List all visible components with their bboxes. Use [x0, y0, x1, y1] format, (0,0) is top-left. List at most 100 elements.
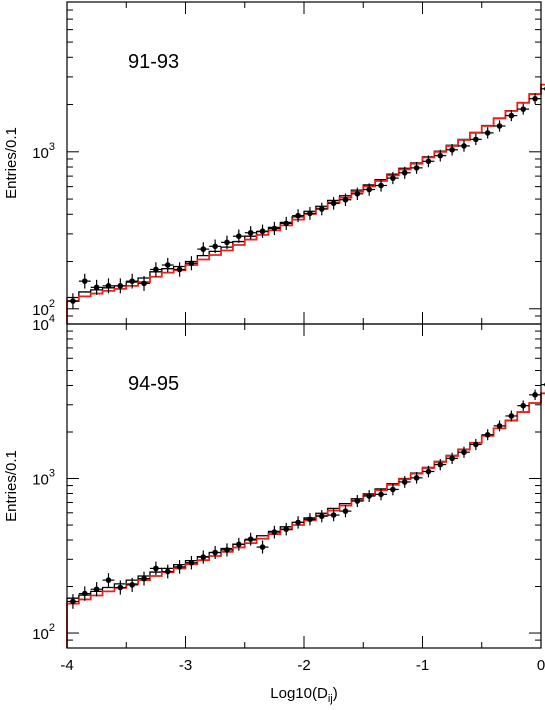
data-point	[505, 110, 518, 122]
data-point	[126, 577, 139, 592]
x-axis-label-main: Log10(D	[270, 685, 328, 702]
data-point	[161, 257, 174, 273]
data-point	[244, 226, 257, 240]
data-point	[292, 209, 304, 223]
x-tick-labels: -4 -3 -2 -1 0	[60, 657, 545, 674]
data-point	[398, 166, 411, 179]
x-axis-label: Log10(Dij)	[270, 685, 337, 705]
data-point	[339, 505, 352, 518]
data-point	[173, 560, 186, 574]
x-tick-label: 0	[537, 657, 545, 674]
data-point	[398, 476, 411, 488]
data-point	[493, 120, 506, 132]
y-tick-label: 102	[32, 622, 55, 643]
data-point	[280, 522, 293, 536]
data-point	[185, 556, 198, 570]
data-point	[469, 133, 482, 146]
x-tick-label: -2	[297, 657, 310, 674]
data-point	[232, 229, 245, 243]
data-point	[126, 273, 139, 289]
data-point	[102, 278, 115, 294]
y-axis-label-top: Entries/0.1	[3, 127, 20, 199]
data-point	[149, 262, 162, 277]
data-point	[410, 472, 423, 484]
data-point	[517, 103, 530, 115]
panel-bottom: 94-95 Entries/0.1 102 103 104 -4 -3 -2 -1 0	[3, 313, 545, 674]
data-point	[102, 573, 115, 588]
data-point	[315, 510, 328, 523]
x-axis-label-subscript: ij	[328, 693, 333, 705]
data-point	[304, 513, 316, 526]
data-point	[434, 149, 447, 162]
x-tick-label: -4	[60, 657, 73, 674]
data-point	[505, 410, 518, 422]
data-point	[434, 458, 447, 471]
data-point	[78, 586, 91, 601]
data-point	[458, 140, 470, 152]
data-point	[327, 196, 340, 210]
data-point	[138, 571, 150, 586]
ticks-bottom	[66, 323, 542, 649]
data-point	[221, 235, 233, 250]
data-point	[232, 537, 245, 551]
data-point	[197, 550, 210, 564]
data-point	[149, 561, 162, 576]
data-point	[161, 564, 174, 579]
data-point	[458, 446, 470, 458]
y-axis-label-bottom: Entries/0.1	[3, 450, 20, 522]
data-point	[493, 420, 506, 432]
data-point	[529, 93, 541, 105]
y-tick-label: 103	[32, 468, 55, 489]
data-point	[67, 293, 79, 309]
data-point	[209, 545, 222, 560]
data-point	[197, 242, 210, 256]
data-point	[138, 276, 150, 291]
data-point	[351, 495, 364, 508]
data-point	[209, 239, 222, 254]
data-point	[363, 183, 376, 196]
data-point	[173, 262, 186, 277]
y-tick-label: 104	[32, 313, 55, 334]
data-point	[221, 543, 233, 557]
data-point	[446, 143, 459, 156]
data-point	[90, 279, 103, 295]
data-point	[410, 161, 423, 174]
panel-label-top: 91-93	[128, 51, 179, 73]
ticks-top	[66, 1, 542, 325]
data-point	[244, 532, 257, 546]
data-point	[351, 187, 364, 201]
data-point	[481, 429, 494, 441]
data-point	[90, 582, 103, 597]
data-point	[185, 256, 198, 271]
data-point	[375, 179, 387, 192]
data-point	[481, 127, 494, 139]
data-point	[469, 438, 482, 451]
y-tick-labels-top: 102 103	[32, 141, 55, 319]
y-tick-label: 103	[32, 141, 55, 162]
y-tick-label: 102	[32, 298, 55, 319]
plot-area-top	[66, 83, 545, 324]
data-point	[327, 508, 340, 522]
data-point	[517, 400, 530, 411]
data-point	[529, 389, 541, 401]
data-point	[292, 516, 304, 529]
panel-top: 91-93 Entries/0.1 102 103	[3, 1, 545, 325]
x-tick-label: -1	[416, 657, 429, 674]
y-tick-labels-bottom: 102 103 104	[32, 313, 55, 643]
data-point	[386, 483, 399, 496]
data-point	[446, 452, 459, 465]
data-point	[386, 172, 399, 185]
data-point	[268, 525, 281, 539]
data-point	[422, 465, 435, 478]
panel-label-bottom: 94-95	[128, 373, 179, 395]
data-point	[375, 488, 387, 501]
data-point	[256, 540, 269, 554]
x-tick-label: -3	[179, 657, 192, 674]
data-point	[268, 221, 281, 236]
data-point	[256, 224, 269, 238]
x-axis-label-end: )	[333, 685, 338, 702]
data-point	[422, 155, 435, 168]
data-point	[114, 580, 127, 595]
data-point	[280, 216, 293, 230]
